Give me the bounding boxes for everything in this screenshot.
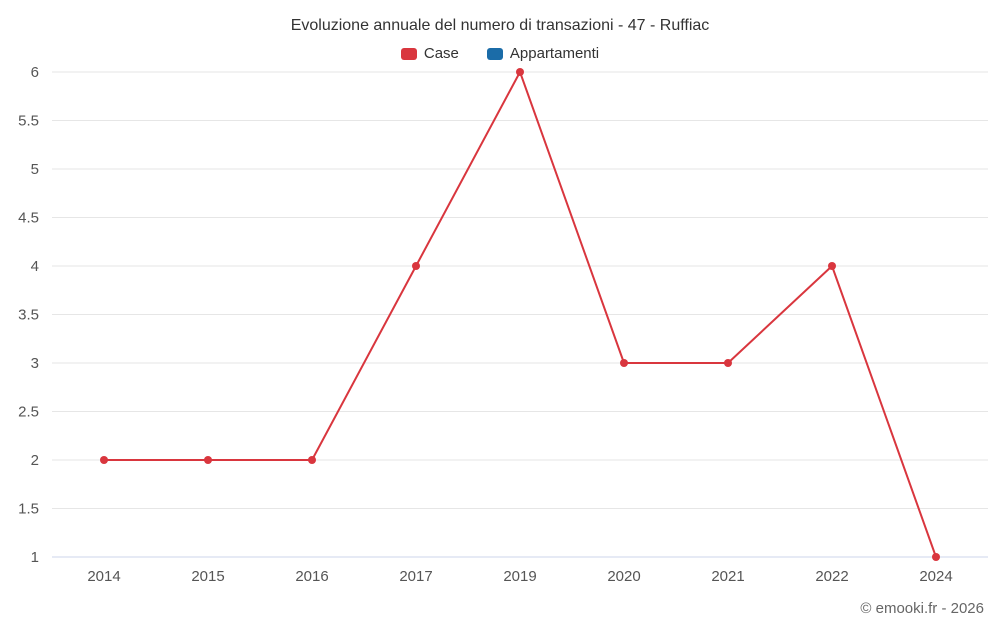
x-tick-label: 2019 (503, 568, 536, 585)
legend-item-appartamenti[interactable]: Appartamenti (486, 45, 600, 62)
y-tick-label: 3.5 (18, 307, 39, 324)
legend-label-appartamenti: Appartamenti (509, 45, 600, 62)
data-point-case[interactable] (204, 456, 212, 464)
data-point-case[interactable] (100, 456, 108, 464)
y-tick-label: 1.5 (18, 501, 39, 518)
x-tick-label: 2015 (191, 568, 224, 585)
x-tick-label: 2022 (815, 568, 848, 585)
data-point-case[interactable] (932, 553, 940, 561)
y-tick-label: 5 (31, 161, 39, 178)
x-tick-label: 2024 (919, 568, 952, 585)
data-point-case[interactable] (308, 456, 316, 464)
y-tick-label: 5.5 (18, 113, 39, 130)
attribution: © emooki.fr - 2026 (860, 600, 984, 617)
data-point-case[interactable] (828, 262, 836, 270)
x-tick-label: 2016 (295, 568, 328, 585)
chart-title: Evoluzione annuale del numero di transaz… (290, 17, 710, 34)
legend-label-case: Case (423, 45, 459, 62)
x-tick-label: 2017 (399, 568, 432, 585)
x-tick-label: 2014 (87, 568, 120, 585)
y-tick-label: 6 (31, 64, 39, 81)
legend: Case Appartamenti (0, 45, 1000, 62)
data-point-case[interactable] (620, 359, 628, 367)
data-point-case[interactable] (724, 359, 732, 367)
y-tick-label: 4.5 (18, 210, 39, 227)
x-tick-label: 2021 (711, 568, 744, 585)
y-tick-label: 2 (31, 452, 39, 469)
y-tick-label: 2.5 (18, 404, 39, 421)
legend-swatch-case (400, 47, 417, 60)
x-tick-label: 2020 (607, 568, 640, 585)
y-tick-label: 1 (31, 549, 39, 566)
y-tick-label: 3 (31, 355, 39, 372)
data-point-case[interactable] (412, 262, 420, 270)
data-point-case[interactable] (516, 68, 524, 76)
legend-item-case[interactable]: Case (400, 45, 459, 62)
legend-swatch-appartamenti (486, 47, 503, 60)
y-tick-label: 4 (31, 258, 39, 275)
